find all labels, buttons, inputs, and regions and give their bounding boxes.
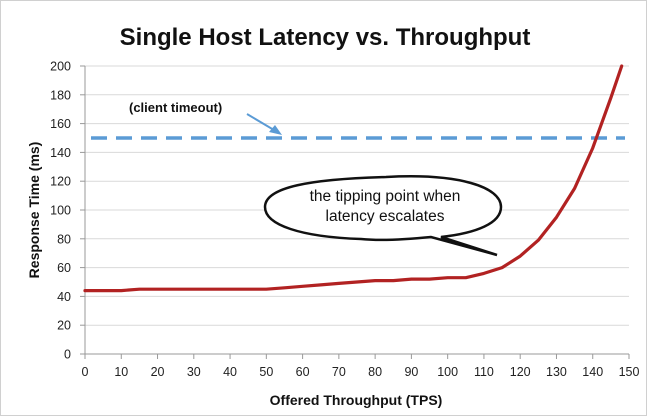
x-tick-labels: 0 10 20 30 40 50 60 70 80 90 100 110 120 130 140 150 (82, 365, 640, 379)
speech-bubble (263, 175, 503, 257)
x-tick-label-90: 90 (404, 365, 418, 379)
x-tick-label-50: 50 (259, 365, 273, 379)
x-tick-label-100: 100 (437, 365, 458, 379)
x-tick-label-120: 120 (510, 365, 531, 379)
series-group (83, 64, 624, 293)
x-tick-label-60: 60 (296, 365, 310, 379)
x-tick-label-30: 30 (187, 365, 201, 379)
y-tick-label-40: 40 (57, 290, 71, 304)
y-tick-label-200: 200 (50, 60, 71, 74)
x-tick-label-140: 140 (582, 365, 603, 379)
y-tick-label-120: 120 (50, 175, 71, 189)
y-tick-label-100: 100 (50, 204, 71, 218)
chart-title: Single Host Latency vs. Throughput (120, 24, 531, 51)
timeout-annotation: (client timeout) (129, 100, 282, 135)
y-tick-label-140: 140 (50, 146, 71, 160)
x-tick-label-150: 150 (619, 365, 640, 379)
y-tick-label-160: 160 (50, 117, 71, 131)
axes (80, 65, 630, 359)
x-tick-label-40: 40 (223, 365, 237, 379)
y-tick-label-80: 80 (57, 232, 71, 246)
callout-line-1: the tipping point when (310, 188, 461, 205)
series-line-0 (83, 64, 624, 293)
x-tick-label-130: 130 (546, 365, 567, 379)
y-tick-label-60: 60 (57, 261, 71, 275)
y-tick-labels: 0 20 40 60 80 100 120 140 160 180 200 (50, 60, 71, 362)
x-tick-label-0: 0 (82, 365, 89, 379)
x-axis-title: Offered Throughput (TPS) (270, 392, 443, 408)
timeout-arrow-head (269, 125, 282, 135)
x-tick-label-10: 10 (114, 365, 128, 379)
y-axis-title: Response Time (ms) (26, 142, 42, 279)
y-tick-label-20: 20 (57, 319, 71, 333)
x-tick-label-20: 20 (151, 365, 165, 379)
y-tick-label-180: 180 (50, 88, 71, 102)
timeout-label: (client timeout) (129, 100, 222, 115)
x-tick-label-80: 80 (368, 365, 382, 379)
tipping-point-callout: the tipping point when latency escalates (263, 175, 503, 257)
x-tick-label-110: 110 (474, 365, 494, 379)
y-tick-label-0: 0 (64, 348, 71, 362)
callout-line-2: latency escalates (326, 208, 445, 225)
x-tick-label-70: 70 (332, 365, 346, 379)
